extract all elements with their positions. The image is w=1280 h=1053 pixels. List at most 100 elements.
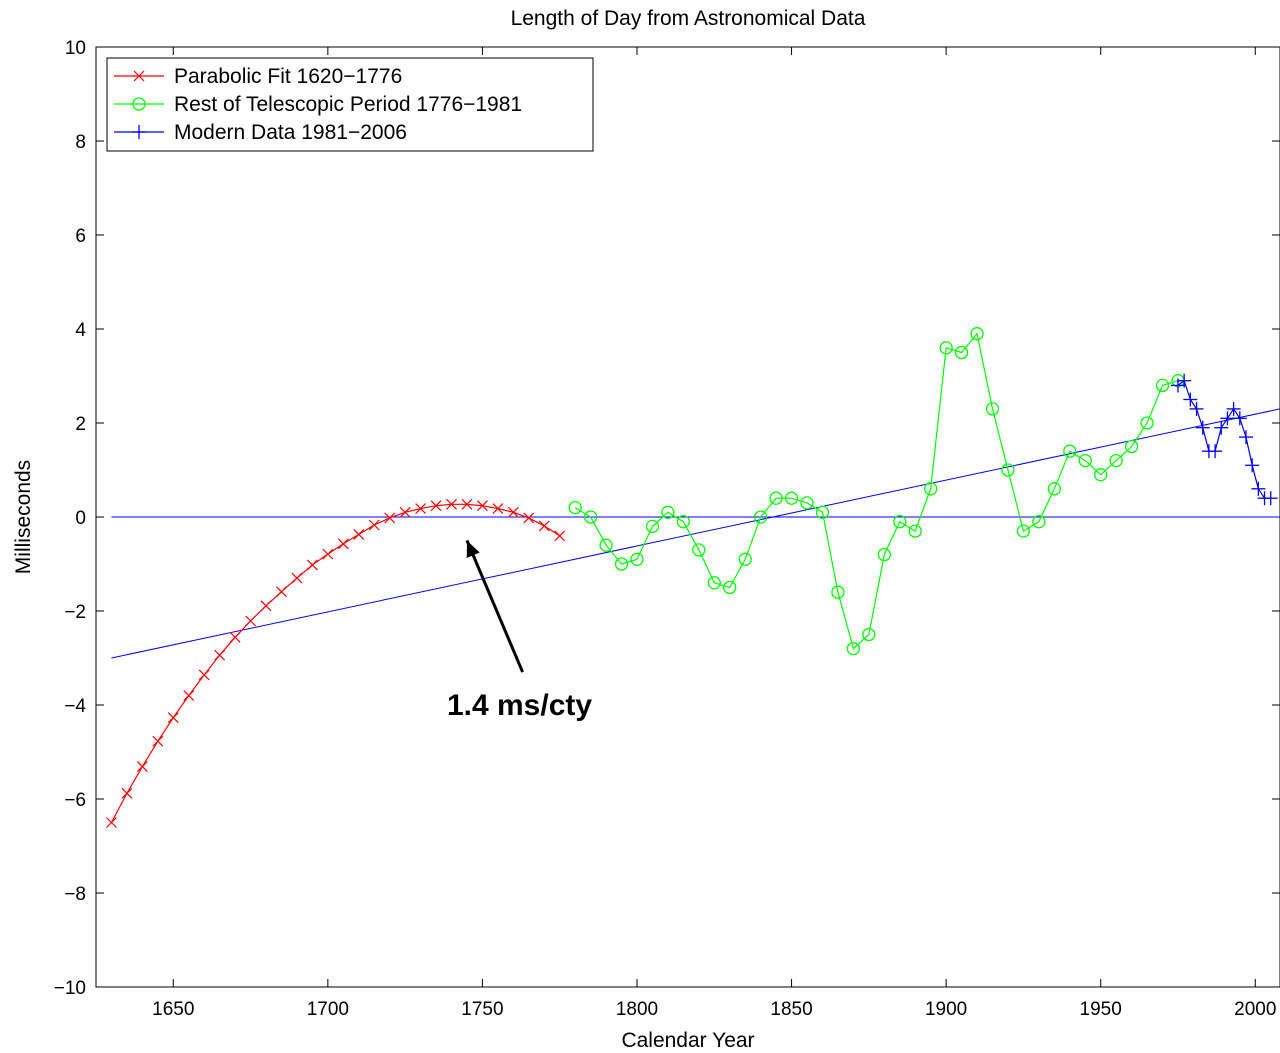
data-point xyxy=(1195,420,1210,435)
marker-stroke xyxy=(245,615,256,627)
data-point xyxy=(599,538,613,552)
data-point xyxy=(800,496,814,510)
data-point xyxy=(353,528,365,540)
x-tick-label: 1800 xyxy=(616,999,658,1020)
data-point xyxy=(954,345,969,360)
series-line xyxy=(574,332,1179,650)
marker-stroke xyxy=(368,519,380,531)
marker-stroke xyxy=(492,503,504,514)
data-point xyxy=(121,787,133,799)
data-point xyxy=(1214,420,1229,435)
marker-stroke xyxy=(430,500,442,512)
data-point xyxy=(1177,373,1192,388)
x-tick-label: 1700 xyxy=(307,999,349,1020)
data-point xyxy=(738,552,752,566)
data-point xyxy=(784,491,799,505)
data-point xyxy=(1183,392,1198,407)
series-line xyxy=(110,503,561,823)
marker-stroke xyxy=(554,530,566,542)
y-tick-label: 0 xyxy=(75,508,86,529)
data-point xyxy=(476,500,488,512)
marker-stroke xyxy=(183,690,195,702)
data-point xyxy=(831,585,845,599)
legend-entry-1: Parabolic Fit 1620−1776 xyxy=(114,65,402,88)
data-point xyxy=(1094,468,1108,482)
data-point xyxy=(692,543,706,557)
data-point xyxy=(446,498,457,510)
data-point xyxy=(1232,411,1247,426)
data-point xyxy=(1238,430,1253,445)
marker-stroke xyxy=(229,631,241,643)
data-point xyxy=(1245,458,1260,473)
data-point xyxy=(306,559,318,571)
marker-stroke xyxy=(291,572,303,584)
data-point xyxy=(523,512,535,524)
data-point xyxy=(492,503,504,514)
y-tick-label: 2 xyxy=(75,414,86,435)
marker-stroke xyxy=(399,506,411,518)
legend-box xyxy=(106,57,594,152)
legend-symbol-telescopic xyxy=(114,97,164,111)
legend-entry-2: Rest of Telescopic Period 1776−1981 xyxy=(114,93,522,116)
legend-marker xyxy=(133,70,145,82)
data-point xyxy=(970,327,984,341)
legend-symbol-modern xyxy=(114,125,164,139)
x-axis-label: Calendar Year xyxy=(621,1029,754,1052)
data-point xyxy=(198,669,210,681)
data-point xyxy=(136,761,148,772)
data-point xyxy=(676,515,691,529)
data-point xyxy=(661,505,675,519)
series-telescopic xyxy=(568,327,1185,656)
data-point xyxy=(846,641,861,656)
data-point xyxy=(1047,482,1061,496)
marker-stroke xyxy=(446,498,457,510)
data-point xyxy=(908,524,922,538)
legend-symbol-parabolic xyxy=(114,70,164,82)
data-point xyxy=(568,500,582,515)
legend-entry-3: Modern Data 1981−2006 xyxy=(114,121,407,144)
plot-content xyxy=(106,327,1280,828)
legend-marker xyxy=(132,97,146,111)
data-point xyxy=(554,530,566,542)
data-point xyxy=(260,600,272,612)
data-point xyxy=(645,519,660,534)
legend-label-modern: Modern Data 1981−2006 xyxy=(174,121,407,144)
y-tick-label: −10 xyxy=(54,978,86,999)
legend-label-parabolic: Parabolic Fit 1620−1776 xyxy=(174,65,402,88)
annotation: 1.4 ms/cty xyxy=(447,539,592,722)
data-point xyxy=(152,735,164,747)
marker-stroke xyxy=(461,498,473,510)
y-tick-label: −4 xyxy=(64,696,86,717)
y-axis-label: Milliseconds xyxy=(12,460,35,574)
data-point xyxy=(1251,481,1266,496)
marker-stroke xyxy=(133,70,145,82)
data-point xyxy=(245,615,256,627)
data-point xyxy=(384,512,396,524)
annotation-text: 1.4 ms/cty xyxy=(447,689,592,722)
y-tick-label: 6 xyxy=(75,226,86,247)
data-point xyxy=(106,817,117,828)
data-point xyxy=(893,515,907,529)
data-point xyxy=(614,557,629,571)
marker-stroke xyxy=(198,669,210,681)
data-point xyxy=(583,510,598,524)
series-parabolic-fit xyxy=(106,498,566,828)
data-point xyxy=(507,506,519,518)
series-line xyxy=(1177,379,1271,499)
y-tick-label: −2 xyxy=(64,602,86,623)
marker-stroke xyxy=(136,761,148,772)
marker-stroke xyxy=(276,586,287,598)
marker-stroke xyxy=(306,559,318,571)
data-point xyxy=(1189,401,1204,416)
data-point xyxy=(877,547,891,562)
marker-stroke xyxy=(121,787,133,799)
data-point xyxy=(415,503,427,514)
data-point xyxy=(1263,491,1278,506)
marker-stroke xyxy=(106,817,117,828)
legend-label-telescopic: Rest of Telescopic Period 1776−1981 xyxy=(174,93,522,116)
legend-marker xyxy=(132,125,146,139)
data-point xyxy=(1001,463,1015,477)
data-point xyxy=(1016,524,1031,538)
marker-stroke xyxy=(507,506,519,518)
